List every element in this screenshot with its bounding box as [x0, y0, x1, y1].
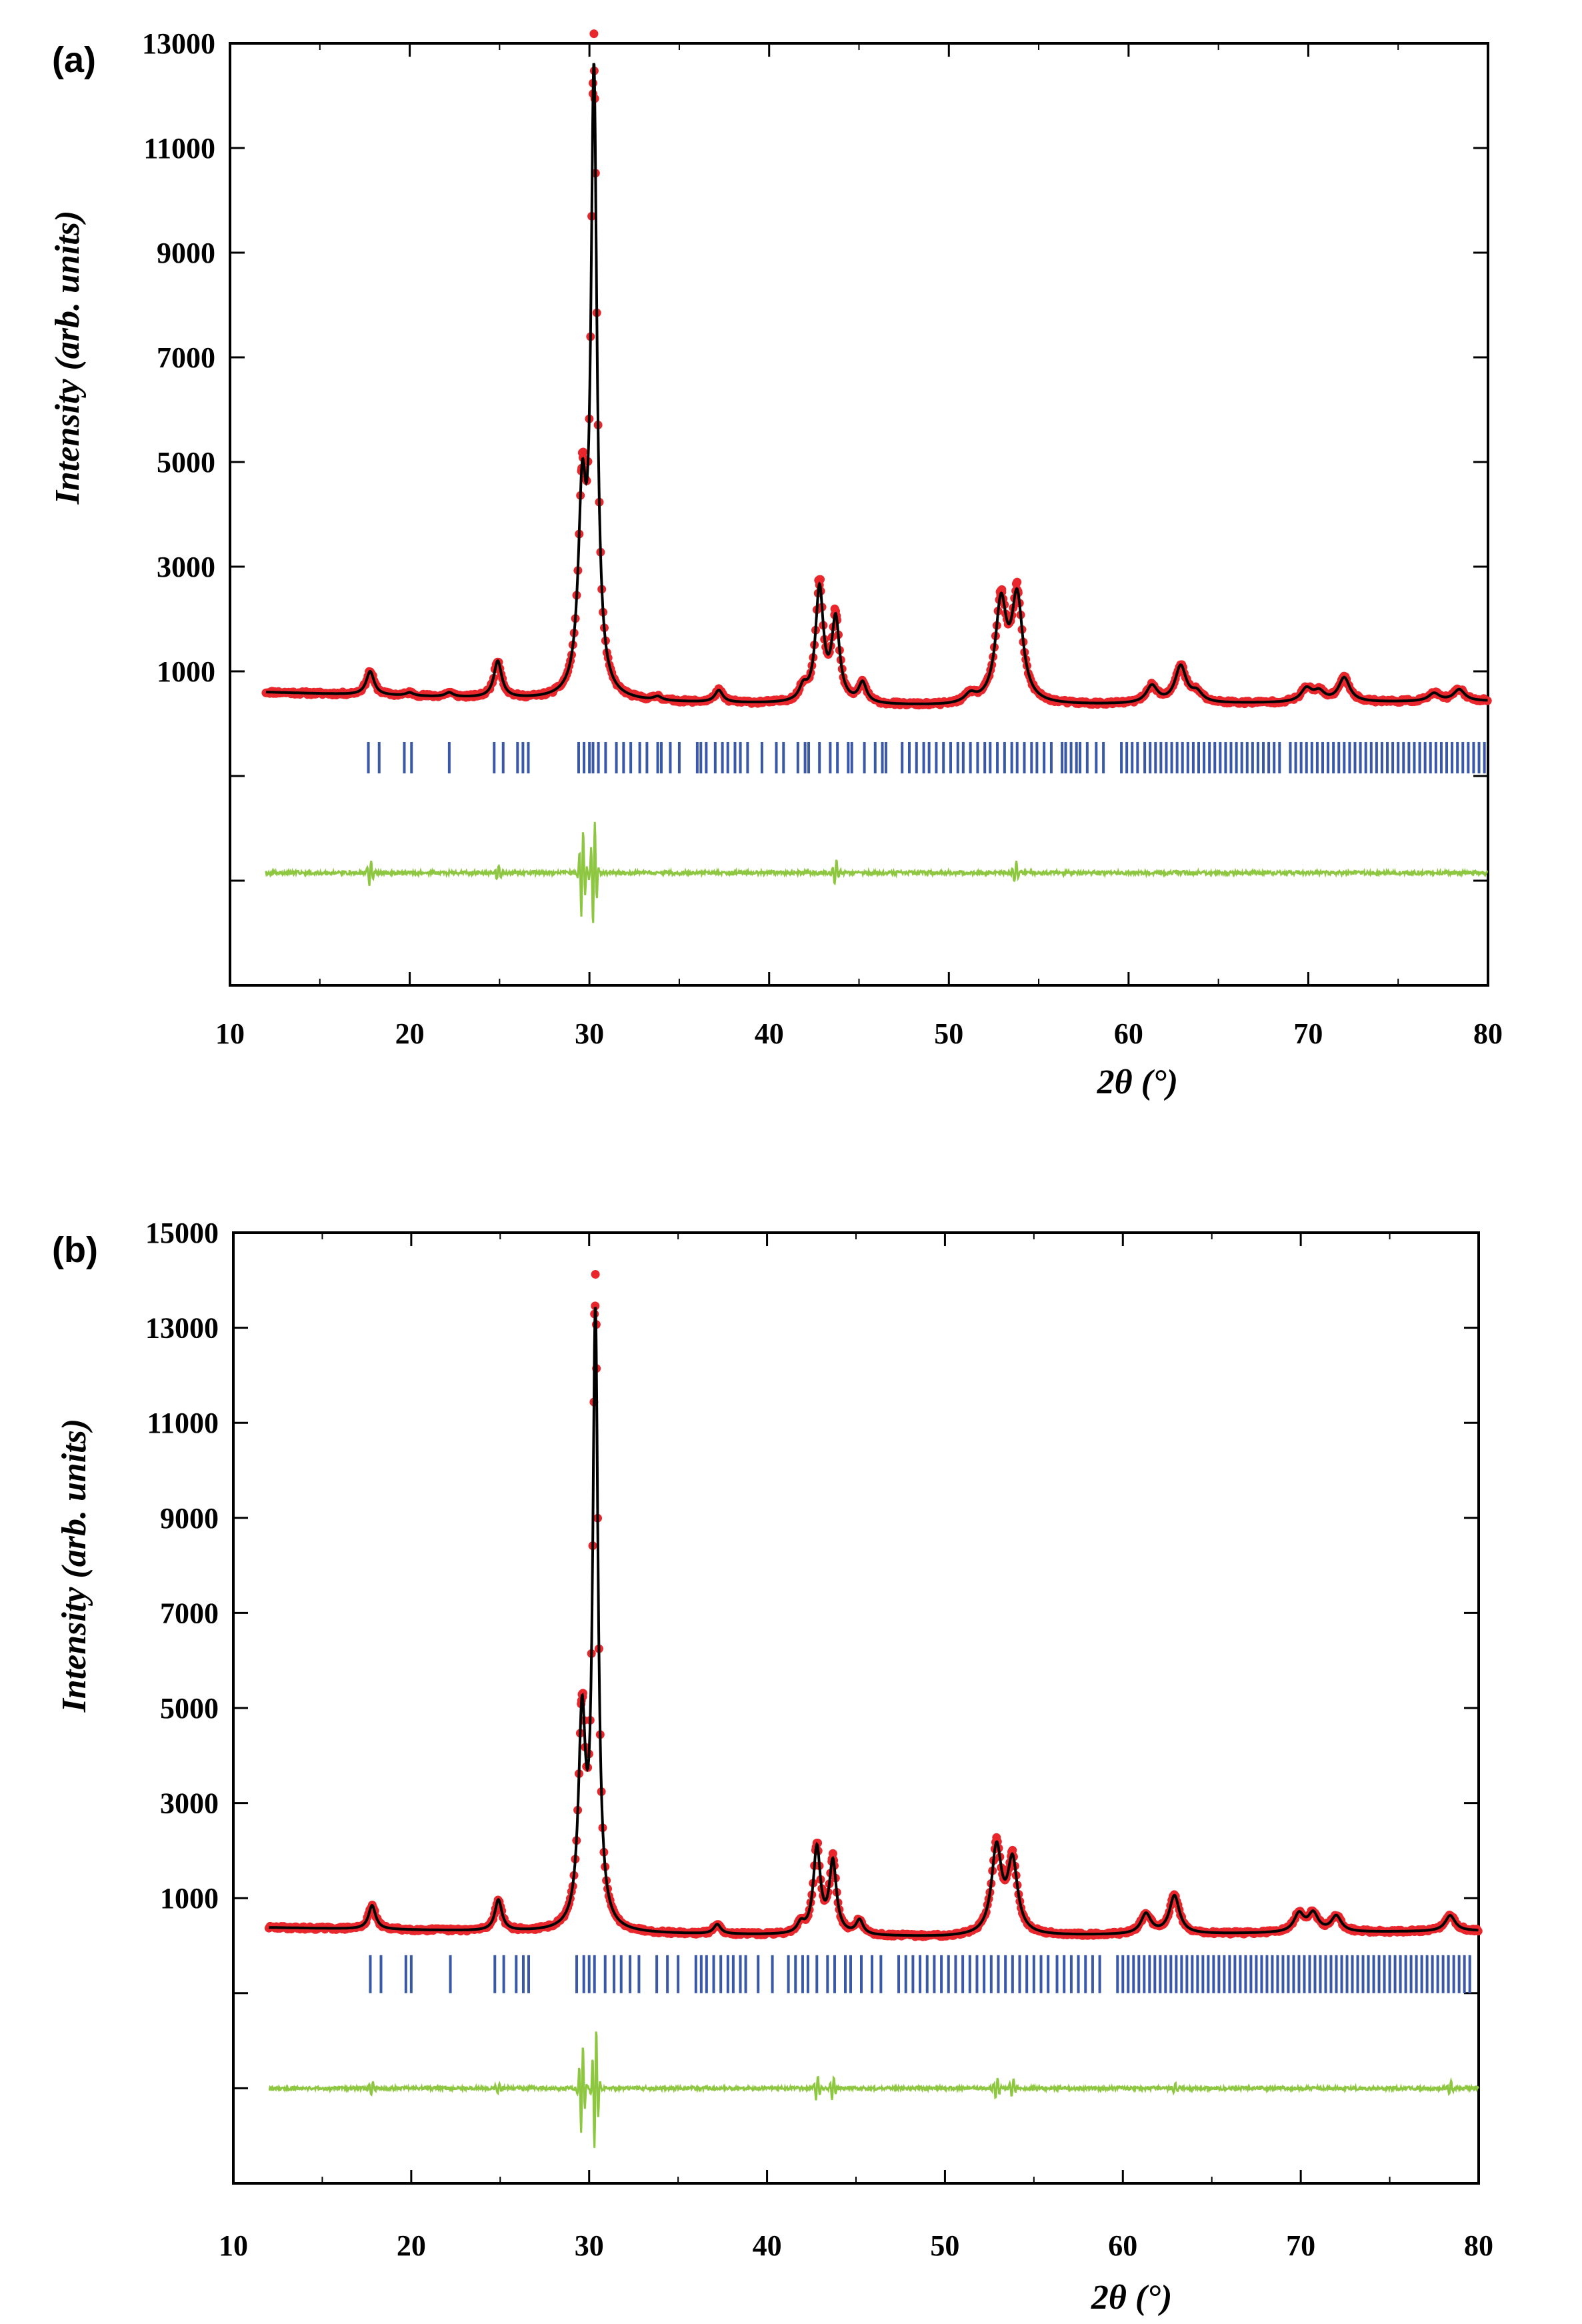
x-axis-title: 2θ (°) — [1097, 1063, 1178, 1101]
x-tick-label: 10 — [215, 1017, 245, 1050]
x-tick-label: 70 — [1286, 2229, 1315, 2262]
y-tick-label: 13000 — [142, 27, 215, 60]
x-tick-label: 40 — [753, 2229, 782, 2262]
x-tick-label: 20 — [395, 1017, 425, 1050]
y-tick-label: 7000 — [160, 1597, 219, 1629]
difference-line — [265, 821, 1488, 923]
x-tick-label: 20 — [397, 2229, 426, 2262]
y-axis-title: Intensity (arb. units) — [55, 1419, 93, 1713]
y-tick-label: 11000 — [143, 132, 215, 165]
x-tick-label: 80 — [1464, 2229, 1493, 2262]
x-tick-label: 30 — [575, 1017, 604, 1050]
observed-point — [997, 585, 1007, 594]
plot-frame — [229, 42, 1489, 987]
calculated-line — [265, 63, 1488, 705]
observed-series — [261, 29, 1492, 710]
x-tick-label: 10 — [219, 2229, 248, 2262]
x-tick-label: 30 — [575, 2229, 604, 2262]
x-tick-label: 40 — [755, 1017, 784, 1050]
x-tick-label: 70 — [1293, 1017, 1323, 1050]
difference-line — [268, 2031, 1479, 2148]
y-tick-label: 5000 — [157, 446, 215, 479]
y-tick-label: 9000 — [157, 237, 215, 269]
observed-point — [816, 575, 825, 584]
x-tick-label: 60 — [1108, 2229, 1137, 2262]
observed-point — [589, 29, 599, 39]
observed-point — [1013, 577, 1022, 587]
observed-point — [579, 447, 588, 457]
y-tick-label: 3000 — [160, 1787, 219, 1820]
y-tick-label: 7000 — [157, 341, 215, 374]
y-tick-label: 1000 — [157, 655, 215, 688]
x-tick-label: 60 — [1114, 1017, 1143, 1050]
x-axis-title: 2θ (°) — [1091, 2279, 1172, 2317]
y-tick-label: 13000 — [145, 1312, 219, 1345]
chart-svg-b: 10 20 30 40 50 60 70 80 1000 3000 5000 7000 9000 1100… — [52, 1217, 1493, 2317]
observed-point — [591, 1301, 600, 1311]
y-tick-label: 3000 — [157, 551, 215, 583]
y-tick-label: 5000 — [160, 1692, 219, 1725]
panel-label: (a) — [52, 40, 96, 80]
plot-frame — [232, 1231, 1480, 2185]
y-tick-label: 11000 — [147, 1407, 219, 1439]
y-tick-label: 9000 — [160, 1502, 219, 1535]
x-tick-label: 80 — [1473, 1017, 1503, 1050]
x-tick-label: 50 — [934, 1017, 963, 1050]
observed-point — [591, 1270, 600, 1279]
chart-svg-a: 10 20 30 40 50 60 70 80 1000 3000 5000 7000 9000 1100… — [49, 27, 1503, 1101]
y-tick-label: 1000 — [160, 1882, 219, 1915]
chart-panel-a: 10 20 30 40 50 60 70 80 1000 3000 5000 7000 9000 1100… — [0, 0, 1582, 1147]
y-axis-title: Intensity (arb. units) — [49, 211, 87, 505]
calculated-line — [269, 1307, 1479, 1937]
panel-label: (b) — [52, 1230, 98, 1270]
observed-series — [264, 1270, 1483, 1941]
observed-point — [828, 1849, 837, 1858]
chart-panel-b: 10 20 30 40 50 60 70 80 1000 3000 5000 7000 9000 1100… — [0, 1162, 1582, 2324]
x-tick-label: 50 — [930, 2229, 959, 2262]
y-tick-label: 15000 — [145, 1217, 219, 1249]
